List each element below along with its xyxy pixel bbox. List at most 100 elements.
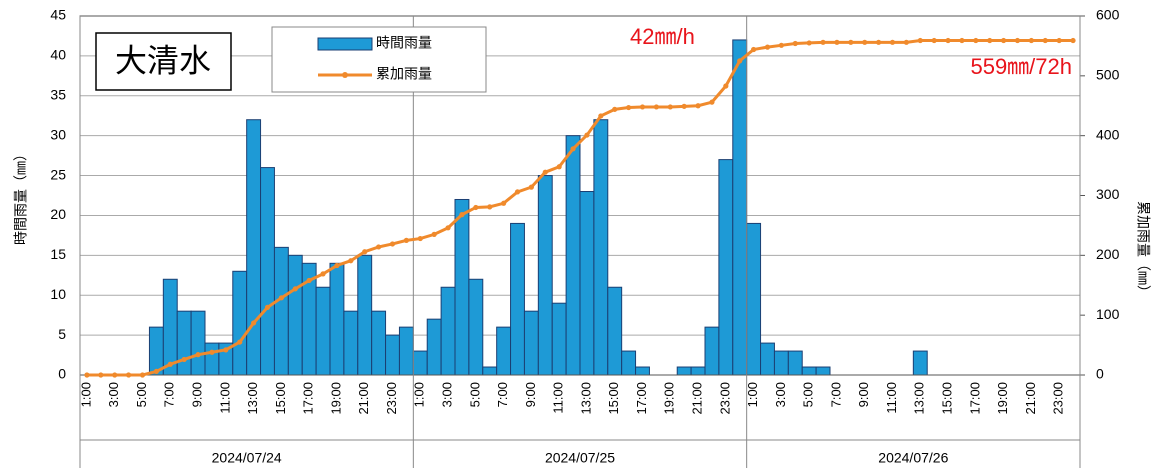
day-label: 2024/07/24	[212, 450, 282, 466]
cumulative-point	[556, 164, 562, 170]
cumulative-point	[223, 347, 229, 353]
x-tick-label: 17:00	[301, 382, 316, 415]
bar	[537, 175, 553, 376]
bar	[760, 342, 775, 376]
x-tick-label: 9:00	[856, 382, 871, 407]
cumulative-point	[806, 40, 812, 46]
annotation: 42㎜/h	[630, 24, 695, 49]
x-tick-label: 1:00	[412, 382, 427, 407]
bar	[510, 222, 525, 376]
cumulative-point	[889, 39, 896, 45]
x-tick-label: 19:00	[662, 382, 677, 415]
bar	[468, 278, 484, 376]
x-tick-label: 3:00	[773, 382, 788, 407]
bar	[579, 191, 595, 376]
cumulative-point	[987, 37, 993, 44]
cumulative-point	[251, 320, 257, 326]
x-tick-label: 1:00	[745, 382, 760, 407]
cumulative-point	[862, 39, 868, 45]
x-tick-label: 11:00	[217, 382, 232, 414]
cumulative-point	[695, 103, 701, 109]
cumulative-point	[501, 200, 507, 206]
bar	[260, 167, 275, 376]
cumulative-point	[778, 42, 784, 48]
cumulative-point	[1070, 37, 1076, 44]
bar	[204, 342, 220, 376]
cumulative-point	[681, 103, 687, 109]
cumulative-point	[362, 249, 368, 255]
bar	[732, 39, 748, 376]
bar	[454, 198, 470, 376]
legend-box	[271, 26, 487, 93]
cumulative-point	[514, 189, 521, 195]
bar	[607, 286, 623, 376]
bar	[246, 119, 262, 376]
day-label: 2024/07/26	[878, 450, 948, 466]
bar	[621, 350, 637, 376]
y-tick-label: 0	[58, 366, 66, 382]
y-tick-label: 40	[50, 47, 66, 63]
y-tick-label: 30	[50, 126, 66, 142]
cumulative-point	[195, 352, 201, 358]
bar	[718, 159, 734, 376]
y2-tick-label: 0	[1096, 366, 1104, 382]
bar	[746, 222, 762, 376]
y-tick-label: 5	[58, 326, 66, 342]
cumulative-point	[126, 372, 132, 378]
x-tick-label: 21:00	[356, 382, 371, 415]
cumulative-point	[737, 58, 743, 64]
bar	[315, 286, 331, 376]
cumulative-point	[306, 277, 312, 284]
cumulative-point	[528, 184, 534, 190]
bar	[398, 326, 414, 376]
x-tick-label: 1:00	[78, 382, 93, 407]
x-tick-label: 3:00	[439, 382, 454, 407]
cumulative-point	[570, 146, 576, 152]
x-tick-label: 19:00	[995, 382, 1010, 415]
cumulative-point	[389, 241, 396, 247]
x-tick-label: 17:00	[634, 382, 649, 415]
cumulative-point	[264, 304, 271, 310]
y-tick-label: 35	[50, 86, 66, 102]
bar	[412, 350, 428, 376]
day-label: 2024/07/25	[545, 450, 615, 466]
cumulative-point	[417, 235, 423, 242]
bar	[357, 254, 373, 376]
x-tick-label: 19:00	[328, 382, 343, 415]
x-tick-label: 5:00	[467, 382, 482, 407]
x-tick-label: 23:00	[717, 382, 732, 415]
cumulative-point	[820, 39, 826, 45]
cumulative-point	[153, 368, 159, 375]
legend-marker	[342, 72, 348, 78]
bar	[482, 366, 498, 376]
x-tick-label: 23:00	[1051, 382, 1066, 415]
cumulative-point	[167, 361, 173, 367]
x-tick-label: 7:00	[495, 382, 510, 407]
cumulative-point	[278, 295, 284, 301]
y-tick-label: 10	[50, 286, 66, 302]
y2-tick-label: 200	[1096, 246, 1120, 262]
cumulative-point	[931, 37, 937, 44]
cumulative-point	[292, 286, 298, 292]
x-tick-label: 15:00	[273, 382, 288, 415]
cumulative-point	[848, 39, 854, 45]
cumulative-point	[584, 132, 590, 138]
cumulative-point	[903, 39, 909, 45]
cumulative-point	[181, 356, 187, 363]
cumulative-point	[459, 212, 465, 218]
bar	[690, 366, 706, 376]
cumulative-point	[973, 37, 979, 44]
bar	[371, 310, 387, 376]
x-tick-label: 15:00	[939, 382, 954, 415]
bar	[273, 246, 289, 376]
x-tick-label: 13:00	[245, 382, 260, 415]
x-tick-label: 13:00	[578, 382, 593, 415]
bar	[801, 366, 817, 376]
cumulative-point	[376, 244, 382, 250]
cumulative-point	[945, 37, 951, 44]
cumulative-point	[709, 99, 715, 105]
cumulative-point	[139, 372, 146, 378]
cumulative-point	[667, 104, 673, 110]
x-tick-label: 5:00	[801, 382, 816, 407]
x-tick-label: 7:00	[828, 382, 843, 407]
